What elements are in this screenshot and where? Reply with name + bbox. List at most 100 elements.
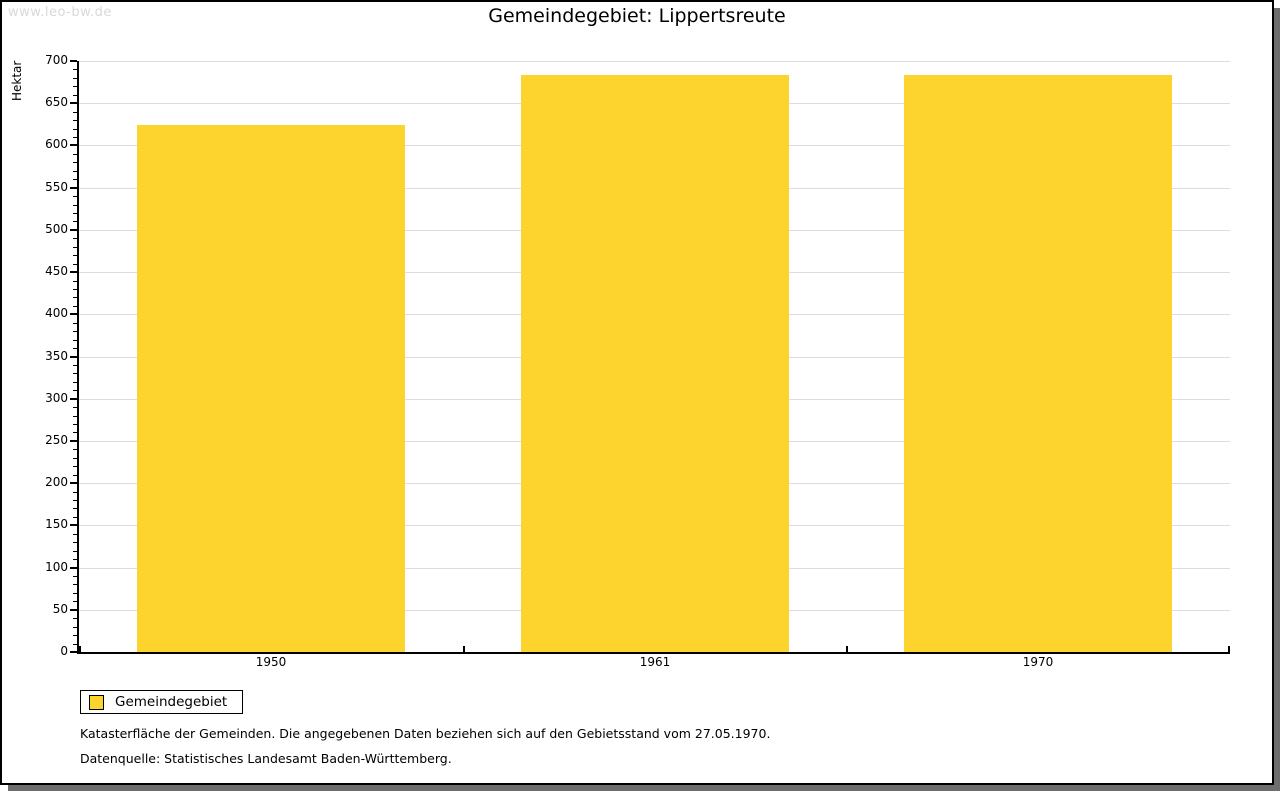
y-minor-tick-80 — [73, 584, 77, 585]
y-major-tick-250 — [70, 440, 77, 442]
y-minor-tick-390 — [73, 323, 77, 324]
y-minor-tick-140 — [73, 534, 77, 535]
y-minor-tick-260 — [73, 432, 77, 433]
y-minor-tick-530 — [73, 205, 77, 206]
y-minor-tick-160 — [73, 517, 77, 518]
x-boundary-tick-3 — [1228, 646, 1230, 652]
y-tick-label-600: 600 — [45, 137, 68, 151]
y-minor-tick-180 — [73, 500, 77, 501]
x-tick-label-1961: 1961 — [639, 655, 671, 669]
x-boundary-tick-1 — [463, 646, 465, 652]
y-major-tick-550 — [70, 187, 77, 189]
y-minor-tick-440 — [73, 281, 77, 282]
bar-1970 — [904, 75, 1172, 652]
y-minor-tick-210 — [73, 475, 77, 476]
y-minor-tick-360 — [73, 348, 77, 349]
y-minor-tick-10 — [73, 644, 77, 645]
y-minor-tick-610 — [73, 137, 77, 138]
y-tick-label-500: 500 — [45, 222, 68, 236]
y-minor-tick-90 — [73, 576, 77, 577]
y-minor-tick-20 — [73, 635, 77, 636]
y-minor-tick-230 — [73, 458, 77, 459]
y-minor-tick-340 — [73, 365, 77, 366]
y-minor-tick-320 — [73, 382, 77, 383]
y-tick-label-650: 650 — [45, 95, 68, 109]
y-tick-label-150: 150 — [45, 517, 68, 531]
y-tick-label-300: 300 — [45, 391, 68, 405]
y-minor-tick-630 — [73, 120, 77, 121]
y-minor-tick-310 — [73, 390, 77, 391]
y-minor-tick-480 — [73, 247, 77, 248]
y-tick-label-100: 100 — [45, 560, 68, 574]
footnote-data-source: Datenquelle: Statistisches Landesamt Bad… — [80, 751, 452, 766]
bar-1950 — [137, 125, 405, 652]
y-minor-tick-680 — [73, 78, 77, 79]
y-minor-tick-60 — [73, 601, 77, 602]
y-minor-tick-270 — [73, 424, 77, 425]
y-minor-tick-190 — [73, 492, 77, 493]
y-minor-tick-490 — [73, 238, 77, 239]
y-major-tick-650 — [70, 102, 77, 104]
y-minor-tick-410 — [73, 306, 77, 307]
y-minor-tick-240 — [73, 449, 77, 450]
y-minor-tick-590 — [73, 154, 77, 155]
y-tick-label-350: 350 — [45, 349, 68, 363]
y-minor-tick-560 — [73, 179, 77, 180]
y-major-tick-150 — [70, 524, 77, 526]
bar-1961 — [521, 75, 789, 652]
y-minor-tick-520 — [73, 213, 77, 214]
y-tick-label-200: 200 — [45, 475, 68, 489]
y-minor-tick-540 — [73, 196, 77, 197]
y-major-tick-300 — [70, 398, 77, 400]
y-major-tick-400 — [70, 313, 77, 315]
y-major-tick-50 — [70, 609, 77, 611]
y-tick-label-450: 450 — [45, 264, 68, 278]
plot-area — [70, 60, 1230, 654]
y-major-tick-100 — [70, 567, 77, 569]
y-major-tick-600 — [70, 144, 77, 146]
y-minor-tick-330 — [73, 373, 77, 374]
y-minor-tick-120 — [73, 551, 77, 552]
y-minor-tick-30 — [73, 627, 77, 628]
y-major-tick-350 — [70, 356, 77, 358]
y-tick-label-50: 50 — [52, 602, 68, 616]
footnote-source-note: Katasterfläche der Gemeinden. Die angege… — [80, 726, 771, 741]
gridline-700 — [79, 61, 1230, 62]
watermark-text: www.leo-bw.de — [8, 5, 112, 20]
y-tick-label-400: 400 — [45, 306, 68, 320]
y-major-tick-0 — [70, 651, 77, 653]
y-major-tick-450 — [70, 271, 77, 273]
chart-title: Gemeindegebiet: Lippertsreute — [488, 5, 786, 27]
y-minor-tick-420 — [73, 297, 77, 298]
y-major-tick-200 — [70, 482, 77, 484]
x-tick-label-1970: 1970 — [1022, 655, 1054, 669]
y-minor-tick-510 — [73, 221, 77, 222]
y-minor-tick-370 — [73, 340, 77, 341]
y-minor-tick-570 — [73, 171, 77, 172]
y-minor-tick-280 — [73, 416, 77, 417]
legend-box: Gemeindegebiet — [80, 690, 244, 714]
y-major-tick-500 — [70, 229, 77, 231]
y-minor-tick-40 — [73, 618, 77, 619]
y-minor-tick-660 — [73, 95, 77, 96]
y-minor-tick-620 — [73, 129, 77, 130]
x-boundary-tick-0 — [79, 646, 81, 652]
y-minor-tick-290 — [73, 407, 77, 408]
y-tick-label-250: 250 — [45, 433, 68, 447]
y-minor-tick-670 — [73, 86, 77, 87]
x-tick-label-1950: 1950 — [255, 655, 287, 669]
y-minor-tick-70 — [73, 593, 77, 594]
y-minor-tick-580 — [73, 162, 77, 163]
y-minor-tick-110 — [73, 559, 77, 560]
x-boundary-tick-2 — [846, 646, 848, 652]
y-minor-tick-170 — [73, 508, 77, 509]
y-tick-label-0: 0 — [60, 644, 68, 658]
y-minor-tick-380 — [73, 331, 77, 332]
y-tick-label-700: 700 — [45, 53, 68, 67]
y-minor-tick-430 — [73, 289, 77, 290]
y-minor-tick-220 — [73, 466, 77, 467]
y-major-tick-700 — [70, 60, 77, 62]
y-minor-tick-460 — [73, 264, 77, 265]
